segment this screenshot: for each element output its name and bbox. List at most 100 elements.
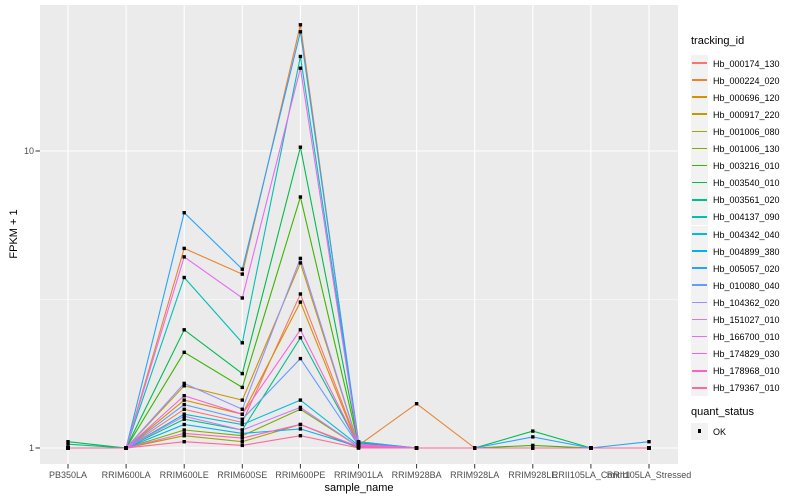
legend-item-label: Hb_174829_030 bbox=[713, 349, 780, 360]
data-point bbox=[240, 440, 244, 444]
legend-item-label: Hb_004342_040 bbox=[713, 229, 780, 240]
data-point bbox=[298, 66, 303, 70]
data-point bbox=[182, 398, 186, 402]
data-point bbox=[240, 341, 244, 345]
data-point bbox=[182, 412, 186, 416]
data-point bbox=[182, 414, 186, 418]
legend-line-swatch bbox=[692, 387, 707, 389]
data-point bbox=[356, 440, 361, 444]
data-point bbox=[240, 407, 244, 411]
data-point bbox=[298, 434, 303, 438]
legend-key bbox=[691, 71, 708, 89]
data-point bbox=[182, 428, 186, 432]
data-point bbox=[182, 275, 186, 280]
legend-item-label: Hb_000224_020 bbox=[713, 75, 780, 86]
x-tick-label: RRII105LA_Stressed bbox=[606, 470, 692, 480]
legend-item-label: OK bbox=[713, 426, 727, 437]
data-point bbox=[182, 417, 186, 421]
legend-item-label: Hb_000917_220 bbox=[713, 109, 780, 120]
legend-item-label: Hb_179367_010 bbox=[713, 383, 780, 394]
legend-line-swatch bbox=[692, 318, 707, 321]
data-point bbox=[589, 446, 593, 450]
legend-key bbox=[691, 88, 708, 106]
black-square-point-icon bbox=[697, 429, 702, 433]
data-point bbox=[240, 431, 244, 436]
data-point bbox=[240, 422, 244, 427]
legend-line-swatch bbox=[692, 62, 707, 64]
legend-key bbox=[691, 242, 708, 260]
data-point bbox=[240, 436, 244, 440]
legend-key bbox=[691, 208, 708, 226]
data-point bbox=[240, 434, 244, 438]
legend-key bbox=[691, 225, 708, 243]
data-point bbox=[66, 440, 70, 444]
data-point bbox=[182, 384, 186, 388]
data-point bbox=[298, 328, 303, 332]
data-point bbox=[182, 211, 186, 215]
legend-item-label: Hb_104362_020 bbox=[713, 297, 780, 308]
legend-line-swatch bbox=[692, 284, 707, 287]
data-point bbox=[240, 272, 244, 276]
legend-line-swatch bbox=[692, 369, 707, 372]
data-point bbox=[182, 246, 186, 251]
data-point bbox=[298, 356, 303, 361]
legend-item-label: Hb_003561_020 bbox=[713, 195, 780, 206]
x-tick-label: RRIM600PE bbox=[275, 470, 326, 480]
legend-item-label: Hb_004137_090 bbox=[713, 212, 780, 223]
legend-key bbox=[691, 311, 708, 328]
legend-line-swatch bbox=[692, 198, 707, 201]
legend-key bbox=[691, 362, 708, 380]
data-point bbox=[298, 292, 303, 296]
x-axis-title: sample_name bbox=[324, 482, 394, 494]
legend-line-swatch bbox=[692, 352, 707, 355]
x-tick-label: RRIM600LA bbox=[101, 470, 151, 480]
legend-item-label: Hb_004899_380 bbox=[713, 246, 780, 257]
x-tick-label: RRIM928LA bbox=[450, 470, 500, 480]
x-tick-label: RRII105LA_Control bbox=[551, 470, 630, 480]
data-point bbox=[531, 443, 535, 448]
data-point bbox=[240, 296, 244, 300]
legend-key bbox=[691, 54, 708, 72]
legend-key bbox=[691, 191, 708, 209]
legend-item-label: Hb_003216_010 bbox=[713, 161, 780, 172]
legend-line-swatch bbox=[692, 164, 707, 167]
data-point bbox=[647, 440, 651, 444]
legend-item-label: Hb_003540_010 bbox=[713, 178, 780, 189]
data-point bbox=[182, 394, 186, 398]
data-point bbox=[124, 446, 128, 450]
data-point bbox=[298, 195, 303, 199]
legend-line-swatch bbox=[692, 113, 707, 116]
data-point bbox=[182, 434, 186, 438]
legend-key bbox=[691, 345, 708, 363]
legend-item-label: Hb_000696_120 bbox=[713, 92, 780, 103]
data-point bbox=[298, 261, 303, 265]
legend-key bbox=[691, 157, 708, 175]
legend-item-label: Hb_151027_010 bbox=[713, 315, 780, 325]
data-point bbox=[182, 350, 186, 354]
legend-line-swatch bbox=[692, 301, 707, 304]
legend-key bbox=[691, 379, 708, 397]
legend-key bbox=[691, 328, 708, 346]
y-axis-title: FPKM + 1 bbox=[8, 209, 20, 259]
legend-line-swatch bbox=[692, 79, 707, 81]
data-point bbox=[182, 381, 186, 386]
legend-key bbox=[691, 140, 708, 157]
data-point bbox=[240, 420, 244, 425]
legend-item-label: Hb_010080_040 bbox=[713, 280, 780, 291]
legend-line-swatch bbox=[692, 233, 707, 235]
data-point bbox=[531, 446, 535, 450]
data-point bbox=[298, 422, 303, 427]
legend-title-tracking-id: tracking_id bbox=[691, 35, 745, 47]
data-point bbox=[298, 30, 303, 34]
legend-item-label: Hb_000174_130 bbox=[713, 58, 780, 69]
data-point bbox=[298, 256, 303, 261]
data-point bbox=[298, 23, 303, 27]
data-point bbox=[240, 443, 244, 448]
x-tick-label: RRIM600SE bbox=[217, 470, 268, 480]
y-tick-label: 10 bbox=[23, 146, 34, 156]
legend-item-label: Hb_001006_130 bbox=[713, 144, 780, 154]
legend-item-label: Hb_001006_080 bbox=[713, 126, 780, 137]
data-point bbox=[66, 442, 70, 446]
